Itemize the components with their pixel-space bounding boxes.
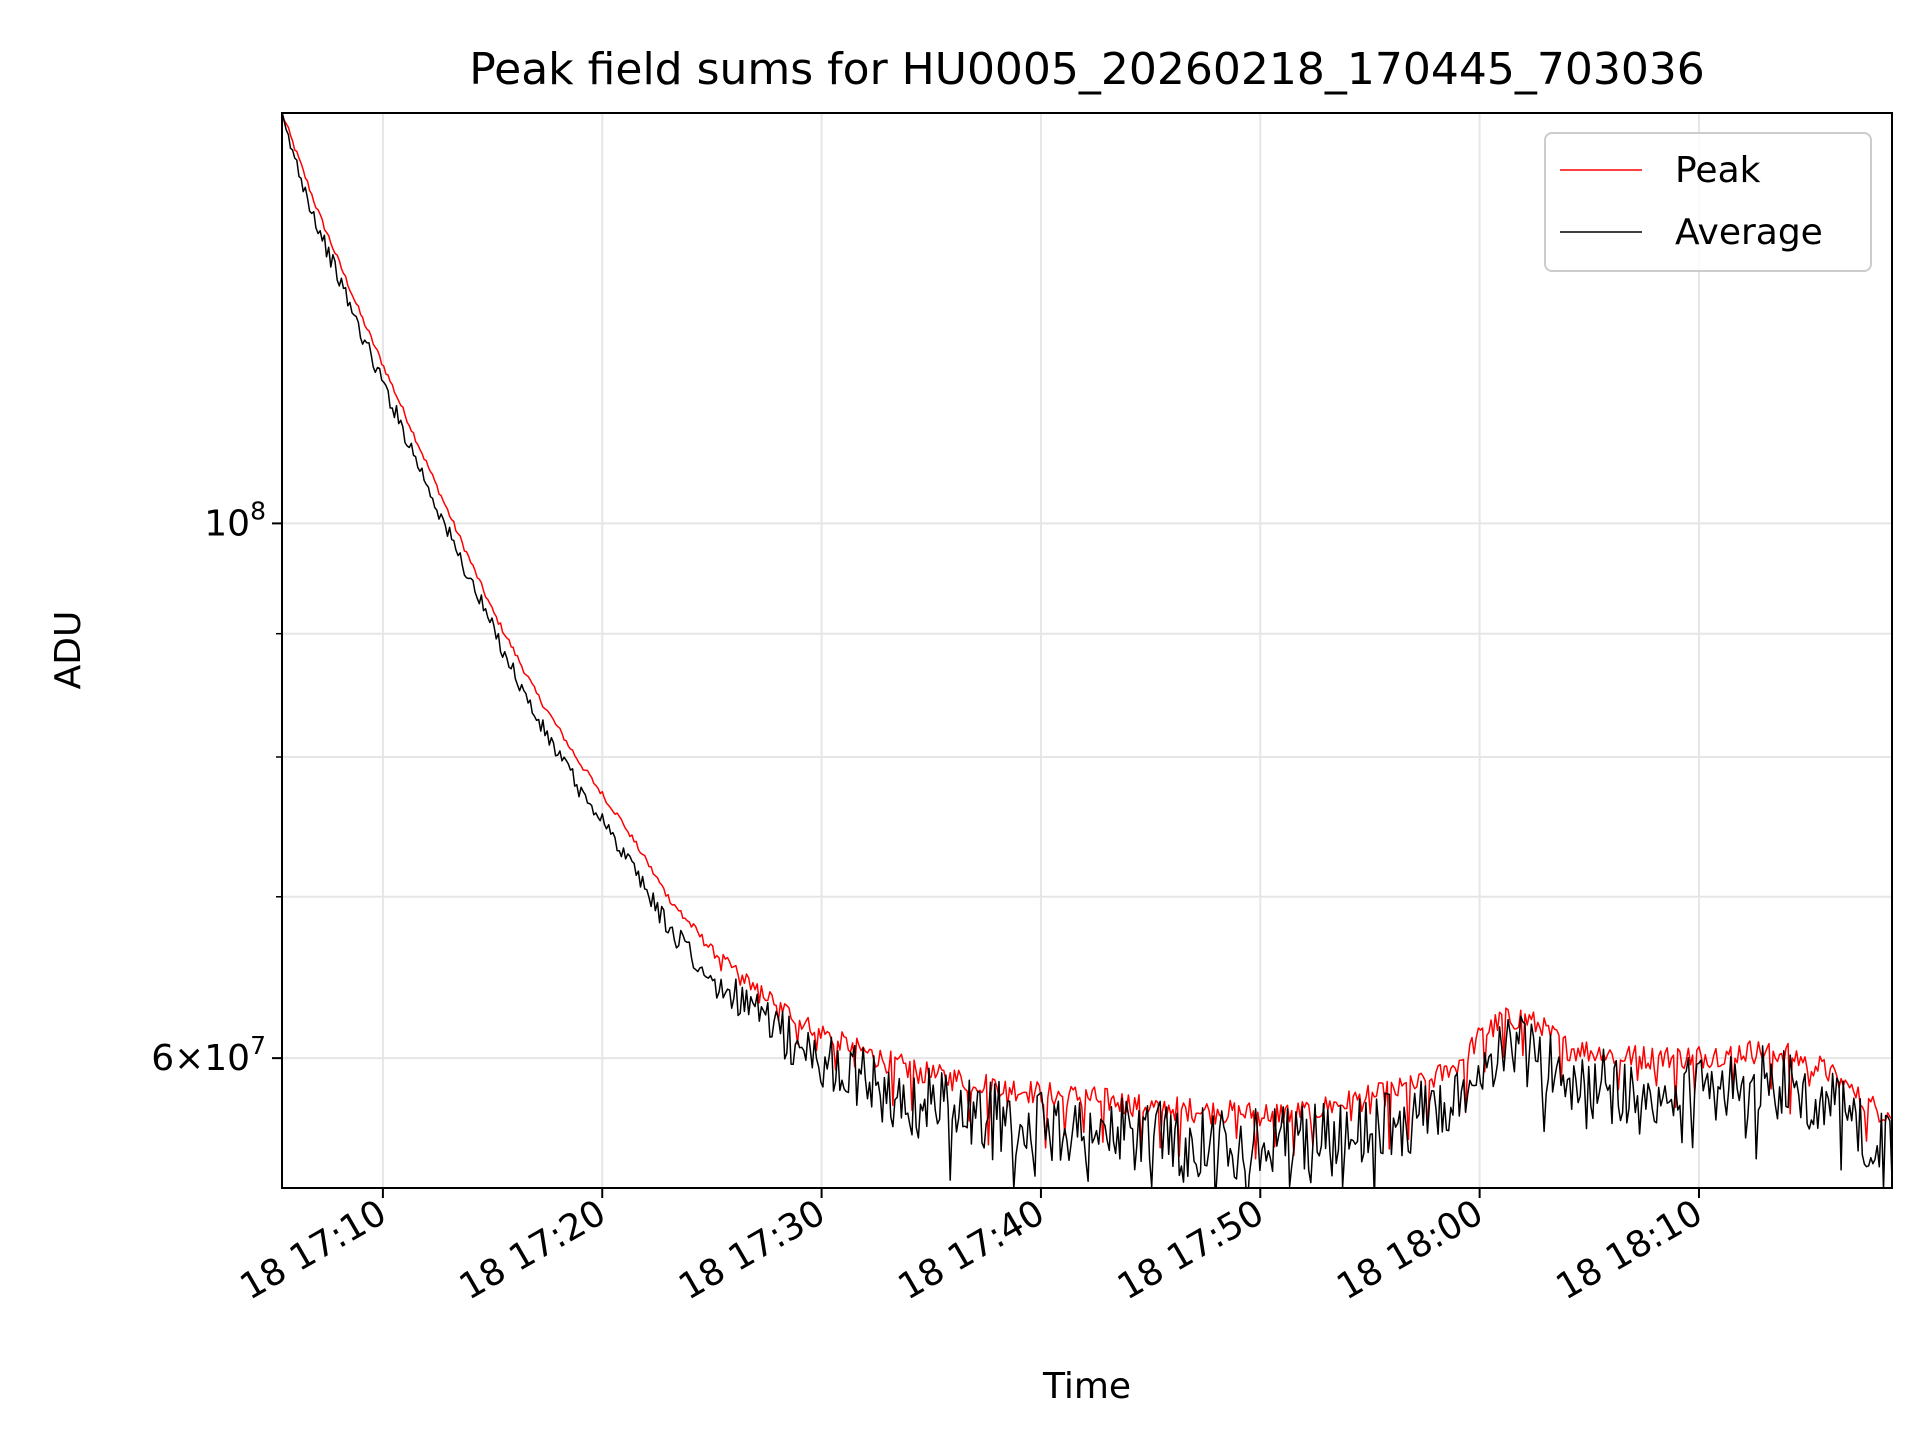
y-axis: 108 6×107 [151, 496, 282, 1079]
series-line-peak [282, 113, 1892, 1160]
plot-area [282, 113, 1892, 1188]
series-group [282, 113, 1892, 1188]
series-line-average [282, 113, 1892, 1188]
legend-box [1544, 132, 1872, 272]
plot-frame [281, 112, 1893, 1189]
y-axis-label: ADU [48, 611, 89, 690]
legend-label-average: Average [1675, 212, 1823, 253]
y-tick-label: 108 [204, 496, 266, 544]
x-axis-label: Time [1042, 1366, 1131, 1407]
chart-title: Peak field sums for HU0005_20260218_1704… [469, 44, 1705, 95]
y-tick-label: 6×107 [151, 1031, 266, 1079]
legend: Peak Average [1544, 132, 1872, 272]
grid-lines [282, 113, 1892, 1188]
legend-label-peak: Peak [1675, 150, 1761, 191]
